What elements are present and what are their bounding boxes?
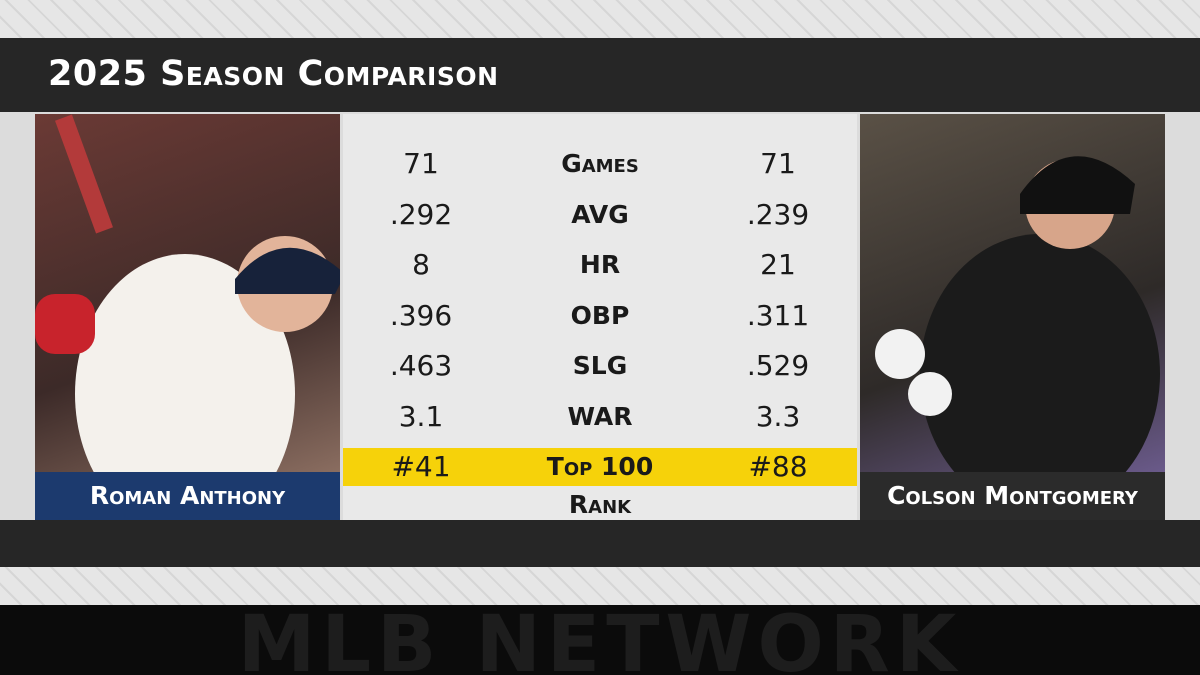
title-bar	[0, 38, 1200, 112]
right-value: .311	[746, 298, 810, 332]
pattern-band	[0, 0, 1200, 38]
player-figure	[875, 156, 1160, 472]
player-photo	[860, 114, 1165, 472]
network-watermark: MLB NETWORK	[237, 600, 963, 675]
stat-label: AVG	[571, 199, 629, 229]
left-value: .396	[389, 298, 453, 332]
player-name: Colson Montgomery	[860, 472, 1165, 520]
right-value: 71	[760, 147, 796, 180]
left-value: .463	[389, 349, 453, 382]
bottom-bar	[0, 520, 1200, 567]
stat-row: .292 AVG .239	[343, 196, 857, 234]
left-value: .292	[389, 197, 453, 231]
right-value: 3.3	[755, 399, 801, 433]
title: 2025 Season Comparison	[48, 54, 499, 94]
stat-label: SLG	[572, 351, 628, 380]
stat-row: 3.1 WAR 3.3	[343, 398, 857, 436]
stat-label: OBP	[570, 300, 630, 330]
stat-row: .396 OBP .311	[343, 297, 857, 335]
left-value: 3.1	[398, 399, 444, 433]
network-band	[0, 605, 1200, 675]
stat-label: Top 100 Rank	[546, 452, 654, 519]
pattern-band	[0, 567, 1200, 605]
player-name: Roman Anthony	[35, 472, 340, 520]
right-value: #88	[748, 450, 808, 483]
stat-row: #41 Top 100 Rank #88	[343, 448, 857, 519]
stat-label: Games	[561, 149, 639, 178]
left-value: #41	[391, 450, 451, 483]
stat-row: 71 Games 71	[343, 145, 857, 183]
stat-row: 8 HR 21	[343, 246, 857, 284]
right-value: .239	[746, 197, 810, 231]
player-photo	[35, 114, 340, 472]
stat-label: WAR	[567, 401, 633, 431]
left-value: 8	[412, 248, 430, 281]
stat-label: HR	[579, 250, 621, 279]
player-figure	[35, 114, 340, 472]
left-value: 71	[403, 147, 439, 180]
right-value: 21	[760, 248, 796, 281]
right-value: .529	[746, 349, 810, 382]
stats-panel: 71 Games 71 .292 AVG .239 8 HR 21 .396 OBP .311 .463…	[343, 114, 857, 520]
stat-row: .463 SLG .529	[343, 347, 857, 385]
